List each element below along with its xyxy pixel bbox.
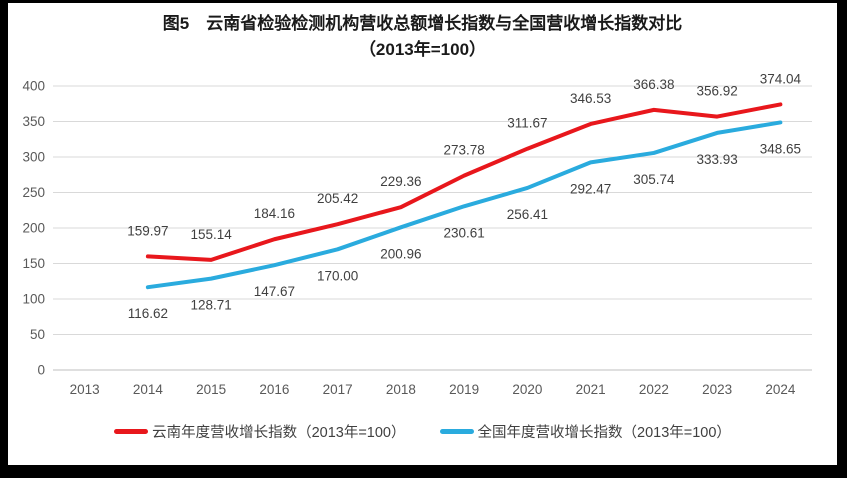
data-label: 348.65 — [760, 141, 801, 156]
series-line-0 — [145, 102, 783, 262]
legend-label-national: 全国年度营收增长指数（2013年=100） — [477, 425, 731, 441]
data-label: 184.16 — [254, 206, 295, 221]
line-chart-plot-area: 0 50 100 150 200 250 300 350 400 2013 2014 2015 2016… — [22, 71, 812, 397]
legend: 云南年度营收增长指数（2013年=100） 全国年度营收增长指数（2013年=1… — [8, 421, 837, 442]
series-line-1 — [145, 120, 783, 290]
data-label: 273.78 — [443, 143, 484, 158]
y-axis-tick-label: 400 — [22, 79, 45, 94]
data-label: 356.92 — [696, 84, 737, 99]
data-label: 205.42 — [317, 191, 358, 206]
data-label: 333.93 — [696, 152, 737, 167]
y-axis-tick-label: 0 — [37, 363, 45, 378]
chart-title-line1: 图5 云南省检验检测机构营收总额增长指数与全国营收增长指数对比 — [162, 14, 683, 33]
data-label: 170.00 — [317, 268, 358, 283]
data-label: 128.71 — [190, 298, 231, 313]
x-axis-tick-label: 2021 — [576, 382, 606, 397]
y-axis-tick-label: 200 — [22, 221, 45, 236]
x-axis-tick-label: 2020 — [512, 382, 542, 397]
x-axis-tick-label: 2022 — [639, 382, 669, 397]
data-label: 305.74 — [633, 172, 675, 187]
y-axis-tick-label: 250 — [22, 185, 45, 200]
chart-title: 图5 云南省检验检测机构营收总额增长指数与全国营收增长指数对比 （2013年=1… — [8, 11, 837, 63]
yunnan-line-swatch — [114, 429, 149, 434]
y-axis-tick-label: 50 — [30, 327, 45, 342]
x-axis-tick-label: 2018 — [386, 382, 416, 397]
y-axis-tick-label: 300 — [22, 150, 45, 165]
data-label: 374.04 — [760, 71, 802, 86]
data-label: 311.67 — [507, 116, 547, 131]
x-axis-tick-label: 2019 — [449, 382, 479, 397]
x-axis-tick-label: 2015 — [196, 382, 226, 397]
y-axis-tick-label: 350 — [22, 114, 45, 129]
y-axis-tick-label: 150 — [22, 256, 45, 271]
legend-item-national: 全国年度营收增长指数（2013年=100） — [439, 421, 731, 442]
data-label: 159.97 — [127, 223, 168, 238]
national-line-swatch — [439, 429, 474, 434]
x-axis-tick-label: 2013 — [70, 382, 100, 397]
x-axis-tick-label: 2016 — [259, 382, 289, 397]
legend-item-yunnan: 云南年度营收增长指数（2013年=100） — [114, 421, 406, 442]
y-axis-tick-label: 100 — [22, 292, 45, 307]
data-label: 366.38 — [633, 77, 674, 92]
data-label: 155.14 — [190, 227, 232, 242]
data-label: 346.53 — [570, 91, 611, 106]
data-label: 116.62 — [128, 306, 168, 321]
x-axis-tick-label: 2023 — [702, 382, 732, 397]
data-label: 256.41 — [507, 207, 548, 222]
data-label: 229.36 — [380, 174, 421, 189]
chart-title-line2: （2013年=100） — [358, 40, 487, 59]
x-axis-tick-label: 2014 — [133, 382, 164, 397]
data-label: 200.96 — [380, 246, 421, 261]
x-axis-tick-label: 2024 — [765, 382, 796, 397]
data-label: 230.61 — [443, 225, 484, 240]
data-label: 292.47 — [570, 181, 611, 196]
data-label: 147.67 — [254, 284, 295, 299]
x-axis-tick-label: 2017 — [323, 382, 353, 397]
legend-label-yunnan: 云南年度营收增长指数（2013年=100） — [152, 425, 406, 441]
